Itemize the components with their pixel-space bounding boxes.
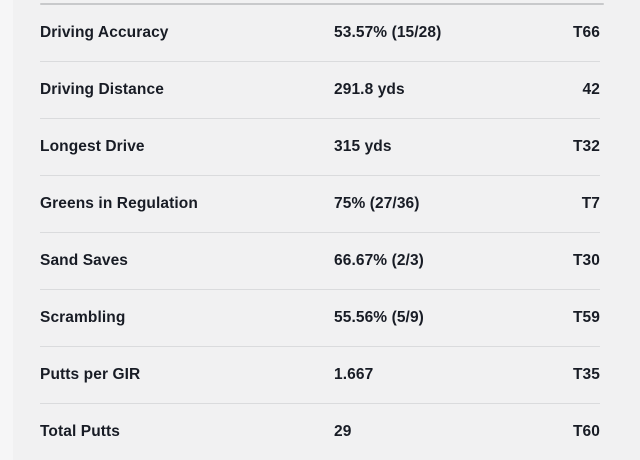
stat-label: Sand Saves: [40, 252, 129, 269]
left-gutter: [0, 0, 13, 460]
stat-label: Putts per GIR: [40, 366, 141, 383]
stat-value: 66.67% (2/3): [334, 252, 424, 269]
stat-label: Total Putts: [40, 423, 121, 440]
stat-row: Driving Distance 291.8 yds 42: [40, 62, 600, 119]
stat-row: Sand Saves 66.67% (2/3) T30: [40, 233, 600, 290]
stats-rows: Driving Accuracy 53.57% (15/28) T66 Driv…: [40, 5, 600, 460]
stat-rank: T35: [572, 366, 600, 383]
stat-label: Driving Distance: [40, 81, 164, 98]
stat-value: 315 yds: [334, 138, 392, 155]
stat-value: 55.56% (5/9): [334, 309, 424, 326]
stat-rank: T60: [572, 423, 600, 440]
stat-rank: T30: [572, 252, 600, 269]
stat-value: 75% (27/36): [334, 195, 420, 212]
stat-value: 291.8 yds: [334, 81, 405, 98]
stats-table[interactable]: Driving Accuracy 53.57% (15/28) T66 Driv…: [40, 0, 604, 460]
stat-row: Scrambling 55.56% (5/9) T59: [40, 290, 600, 347]
stat-rank: T7: [581, 195, 600, 212]
stat-label: Scrambling: [40, 309, 126, 326]
stat-value: 53.57% (15/28): [334, 24, 442, 41]
stat-row: Driving Accuracy 53.57% (15/28) T66: [40, 5, 600, 62]
stat-label: Greens in Regulation: [40, 195, 198, 212]
stat-label: Longest Drive: [40, 138, 145, 155]
stat-row: Putts per GIR 1.667 T35: [40, 347, 600, 404]
stat-rank: T59: [572, 309, 600, 326]
top-divider: [40, 3, 604, 5]
stat-rank: 42: [582, 81, 600, 98]
stat-row: Longest Drive 315 yds T32: [40, 119, 600, 176]
stat-rank: T66: [572, 24, 600, 41]
stat-value: 29: [334, 423, 352, 440]
stat-rank: T32: [572, 138, 600, 155]
stat-value: 1.667: [334, 366, 374, 383]
stat-row: Total Putts 29 T60: [40, 404, 600, 460]
stat-row: Greens in Regulation 75% (27/36) T7: [40, 176, 600, 233]
stat-label: Driving Accuracy: [40, 24, 169, 41]
